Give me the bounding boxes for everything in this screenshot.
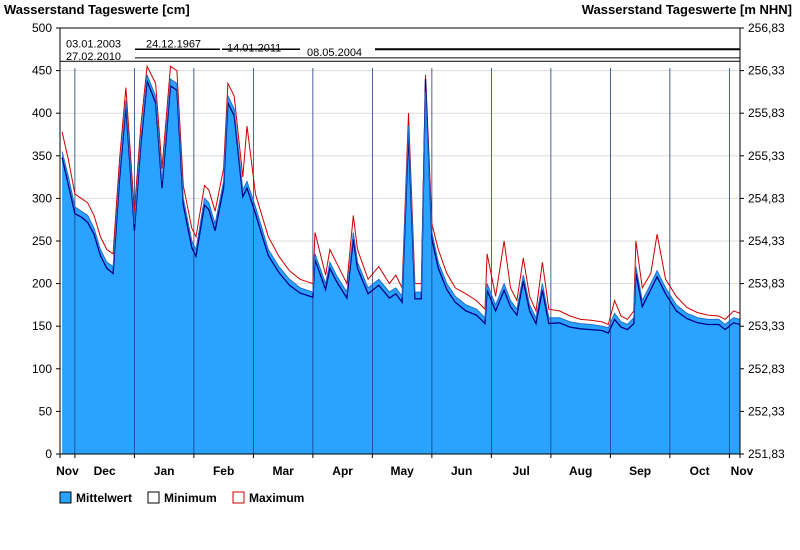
right-axis-title: Wasserstand Tageswerte [m NHN] [582, 2, 792, 17]
left-tick-label: 250 [32, 234, 52, 248]
right-tick-label: 253,83 [748, 277, 785, 291]
month-label-1: Dec [94, 464, 116, 478]
record-date-label: 24.12.1967 [146, 38, 201, 50]
left-tick-label: 0 [45, 447, 52, 461]
left-tick-label: 450 [32, 64, 52, 78]
series-area-mittelwert [62, 74, 741, 455]
left-tick-label: 150 [32, 319, 52, 333]
month-label-3: Feb [213, 464, 234, 478]
record-annotations: 03.01.2003 24.12.1967 14.01.2011 27.02.2010… [60, 38, 740, 63]
legend-swatch-maximum [232, 491, 245, 504]
right-tick-label: 256,83 [748, 21, 785, 35]
right-tick-label: 251,83 [748, 447, 785, 461]
month-label-12: Nov [731, 464, 754, 478]
legend-label-maximum: Maximum [249, 491, 304, 505]
left-tick-label: 400 [32, 106, 52, 120]
data-lines [61, 64, 741, 334]
right-tick-label: 252,33 [748, 404, 785, 418]
plot-frame [59, 27, 741, 455]
legend-swatch-minimum [147, 491, 160, 504]
left-tick-label: 50 [39, 404, 53, 418]
month-label-8: Jul [512, 464, 529, 478]
record-date-label: 08.05.2004 [307, 47, 362, 59]
right-tick-label: 252,83 [748, 362, 785, 376]
right-tick-label: 254,83 [748, 191, 785, 205]
record-date-label: 03.01.2003 [66, 38, 121, 50]
month-label-6: May [390, 464, 414, 478]
month-label-10: Sep [629, 464, 651, 478]
series-line-maximum [61, 64, 741, 326]
data-area [62, 74, 741, 455]
legend-label-minimum: Minimum [164, 491, 217, 505]
left-tick-label: 350 [32, 149, 52, 163]
month-separators [74, 68, 730, 454]
right-tick-label: 254,33 [748, 234, 785, 248]
right-tick-label: 255,83 [748, 106, 785, 120]
series-line-minimum [61, 79, 741, 334]
left-tick-label: 100 [32, 362, 52, 376]
right-tick-label: 253,33 [748, 319, 785, 333]
month-label-7: Jun [451, 464, 472, 478]
right-tick-label: 255,33 [748, 149, 785, 163]
record-date-label: 27.02.2010 [66, 51, 121, 63]
series-line-mittelwert [61, 74, 741, 329]
month-label-0: Nov [56, 464, 79, 478]
month-label-9: Aug [569, 464, 592, 478]
left-tick-label: 500 [32, 21, 52, 35]
left-tick-label: 300 [32, 191, 52, 205]
left-tick-label: 200 [32, 277, 52, 291]
month-labels: Nov Dec Jan Feb Mar Apr May Jun Jul Aug Sep Oct Nov [56, 454, 754, 478]
month-label-4: Mar [272, 464, 294, 478]
legend-swatch-mittelwert [59, 491, 72, 504]
legend: Mittelwert Minimum Maximum [59, 491, 304, 505]
right-axis-labels: 251,83 252,33 252,83 253,33 253,83 254,33 254,… [748, 21, 785, 461]
left-axis-title: Wasserstand Tageswerte [cm] [4, 2, 190, 17]
month-label-5: Apr [332, 464, 353, 478]
month-label-11: Oct [690, 464, 710, 478]
right-tick-label: 256,33 [748, 64, 785, 78]
month-label-2: Jan [154, 464, 175, 478]
record-date-label: 14.01.2011 [227, 42, 281, 54]
legend-label-mittelwert: Mittelwert [76, 491, 132, 505]
left-axis-labels: 0 50 100 150 200 250 300 350 400 450 500 [32, 21, 52, 461]
